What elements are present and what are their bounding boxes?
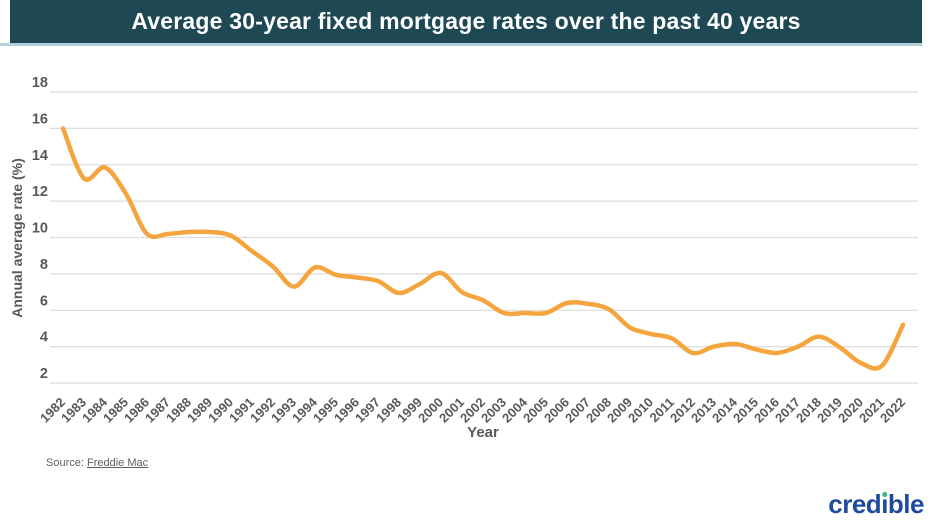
source-label: Source:	[46, 457, 84, 469]
x-axis-title: Year	[467, 424, 499, 441]
y-tick-label: 14	[32, 148, 48, 164]
source-link[interactable]: Freddie Mac	[86, 457, 149, 469]
rate-line-series	[60, 126, 906, 371]
gridlines	[50, 91, 918, 384]
banner-underline	[0, 43, 922, 46]
y-tick-label: 12	[32, 184, 48, 200]
chart-title: Average 30-year fixed mortgage rates ove…	[131, 8, 801, 34]
y-tick-label: 4	[40, 330, 48, 346]
logo-green-dot-icon	[881, 491, 888, 497]
title-banner: Average 30-year fixed mortgage rates ove…	[10, 0, 922, 43]
logo-text-post: ble	[887, 489, 925, 519]
y-tick-label: 6	[40, 293, 48, 309]
source-note: Source: Freddie Mac	[46, 457, 148, 469]
y-tick-label: 16	[32, 111, 48, 127]
logo-letter-i: i	[881, 489, 888, 519]
y-axis-tick-labels: 2 4 6 8 10 12 14 16 18	[32, 75, 48, 382]
logo-text-pre: cred	[828, 489, 882, 519]
credible-logo: credi ble	[828, 490, 924, 518]
y-tick-label: 8	[40, 257, 48, 273]
y-axis-title: Annual average rate (%)	[9, 158, 25, 318]
x-axis-tick-labels: 1982198319841985198619871988198919901991…	[37, 394, 908, 426]
y-tick-label: 2	[40, 366, 48, 382]
y-tick-label: 10	[32, 221, 48, 237]
x-tick-label: 2022	[877, 395, 908, 426]
mortgage-rate-line	[60, 126, 906, 371]
y-tick-label: 18	[32, 75, 48, 91]
